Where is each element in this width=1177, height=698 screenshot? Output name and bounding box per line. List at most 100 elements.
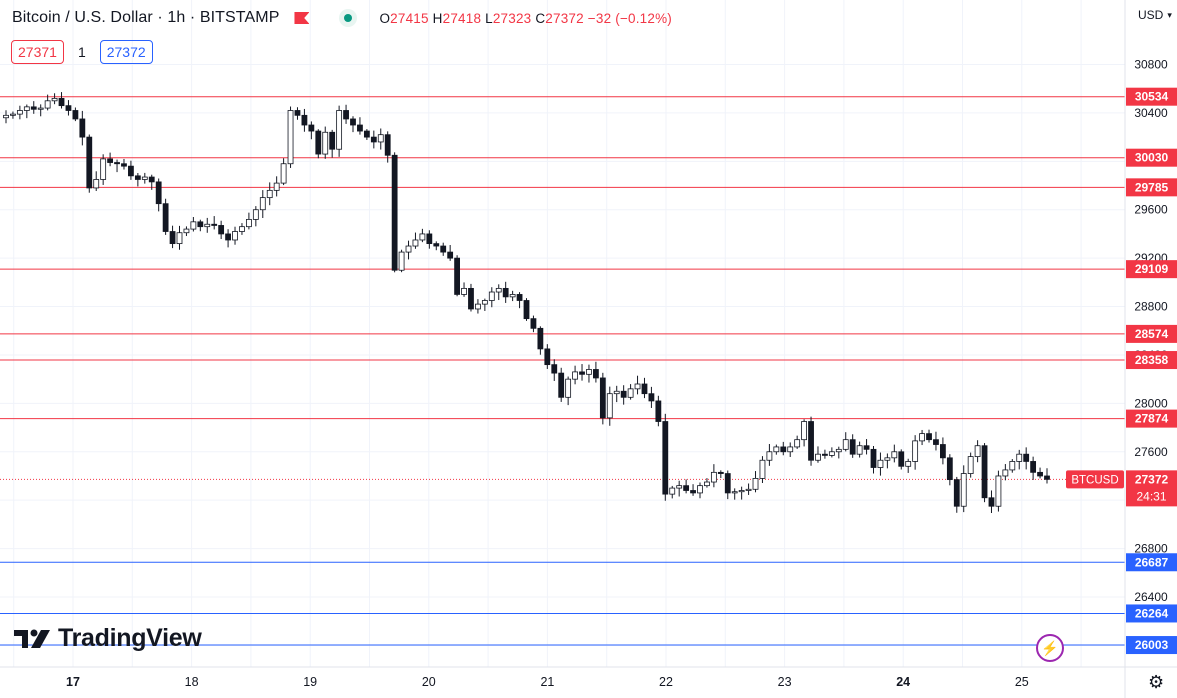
candle — [294, 107, 301, 120]
tradingview-logo[interactable]: TradingView — [14, 624, 202, 653]
candle-body — [141, 176, 148, 180]
price-tick-label: 30400 — [1134, 106, 1168, 120]
candle-body — [128, 165, 134, 177]
candle-body — [641, 383, 648, 395]
candle-body — [315, 130, 322, 155]
candle-body — [502, 287, 509, 298]
candle — [204, 217, 211, 233]
sell-button[interactable]: 27371 — [11, 40, 64, 64]
symbol-title[interactable]: Bitcoin / U.S. Dollar · 1h · BITSTAMP — [12, 9, 280, 26]
candle — [509, 290, 516, 302]
level-price-badge — [1126, 260, 1177, 279]
candle — [808, 416, 814, 466]
candle-body — [662, 421, 669, 495]
candle-body — [266, 189, 273, 199]
level-price-text: 26687 — [1135, 555, 1169, 569]
candle-body — [377, 134, 384, 143]
candle-body — [509, 294, 516, 298]
candle — [301, 108, 308, 132]
candle-body — [787, 446, 794, 453]
candle — [426, 230, 433, 249]
candle — [787, 442, 794, 457]
candle — [280, 158, 287, 186]
candle — [912, 435, 919, 470]
time-tick-label: 19 — [303, 675, 317, 689]
candle-body — [759, 459, 766, 479]
candle-body — [37, 107, 44, 110]
gear-icon[interactable]: ⚙ — [1148, 672, 1165, 692]
flag-icon[interactable] — [294, 12, 310, 24]
candle-body — [704, 481, 710, 487]
candle — [51, 93, 58, 105]
candle — [641, 377, 648, 399]
ohlc-values: O27415 H27418 L27323 C27372 −32 (−0.12%) — [379, 10, 673, 26]
lightning-icon[interactable]: ⚡ — [1036, 634, 1064, 662]
candle — [683, 479, 690, 494]
candle-body — [835, 448, 842, 453]
candle-body — [530, 318, 537, 329]
candle — [717, 470, 724, 478]
candle-body — [461, 287, 467, 295]
candle — [336, 105, 343, 157]
candle — [606, 386, 613, 426]
level-price-text: 28358 — [1135, 353, 1169, 367]
candle — [863, 439, 870, 455]
candle — [37, 104, 44, 117]
price-tick-label: 28800 — [1134, 300, 1168, 314]
level-price-badge — [1126, 148, 1177, 167]
buy-button[interactable]: 27372 — [99, 40, 153, 64]
candle-body — [23, 106, 30, 111]
level-price-text: 26003 — [1135, 638, 1169, 652]
candle — [363, 129, 370, 140]
time-tick-label: 17 — [66, 675, 80, 689]
candle — [967, 452, 974, 478]
candle-body — [884, 457, 891, 461]
candle-body — [738, 490, 745, 493]
candle — [218, 220, 225, 240]
candle — [627, 384, 634, 400]
candle-body — [516, 294, 523, 301]
price-tick-label: 27600 — [1134, 445, 1168, 459]
candle — [315, 129, 322, 159]
candle-body — [454, 257, 461, 295]
candlesticks — [3, 92, 1050, 513]
candle-body — [891, 451, 898, 459]
candle-body — [849, 439, 856, 455]
market-status-icon[interactable] — [339, 9, 358, 27]
currency-selector[interactable]: USD ▾ — [1138, 8, 1172, 22]
candle-body — [794, 439, 801, 448]
candle — [551, 359, 558, 381]
candle-body — [731, 491, 738, 494]
candle — [572, 365, 578, 385]
candle — [1023, 447, 1030, 470]
candle — [468, 283, 474, 312]
candle — [530, 315, 537, 333]
candle-body — [308, 124, 315, 132]
candle-body — [481, 300, 488, 305]
candle-body — [100, 158, 107, 180]
candle — [946, 454, 953, 486]
candle-body — [620, 390, 627, 398]
candle-body — [280, 163, 287, 184]
candle-body — [808, 421, 814, 461]
candle-body — [745, 488, 752, 491]
candle-body — [294, 110, 301, 116]
candle — [10, 111, 16, 119]
level-price-badge — [1126, 409, 1177, 428]
candle-body — [350, 118, 356, 126]
candle — [919, 429, 925, 446]
candle — [65, 100, 72, 116]
candle — [16, 105, 23, 120]
candle-body — [51, 97, 58, 102]
candle-body — [405, 245, 412, 253]
candle-body — [440, 245, 447, 253]
time-tick-label: 20 — [422, 675, 436, 689]
candle-body — [905, 461, 912, 467]
candle-body — [259, 197, 266, 211]
level-price-badge — [1126, 553, 1177, 572]
candle — [634, 375, 641, 395]
candle-body — [419, 233, 426, 241]
candle — [981, 443, 988, 503]
candle — [384, 131, 391, 163]
